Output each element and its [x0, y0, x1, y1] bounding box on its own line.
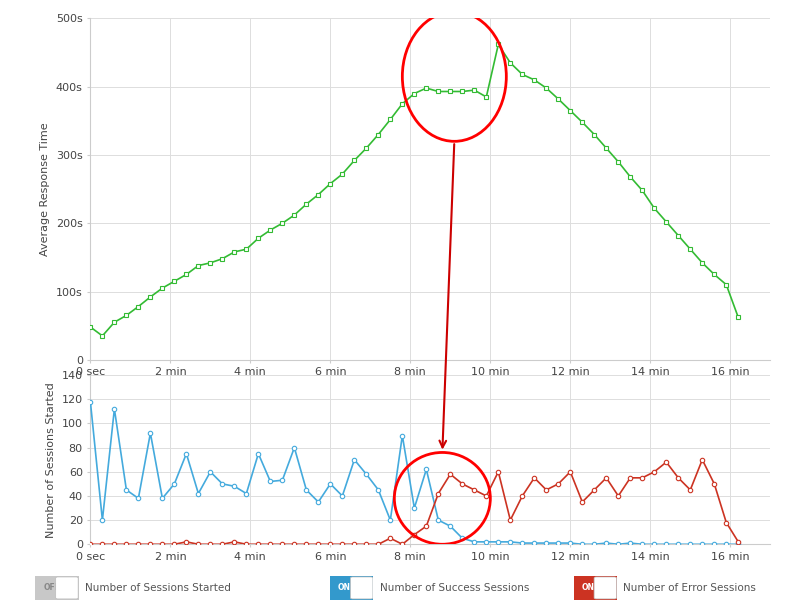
FancyBboxPatch shape	[56, 577, 78, 599]
Text: Number of Sessions Started: Number of Sessions Started	[85, 583, 231, 593]
Y-axis label: Average Response Time: Average Response Time	[40, 122, 50, 256]
Y-axis label: Number of Sessions Started: Number of Sessions Started	[46, 382, 56, 538]
FancyBboxPatch shape	[594, 577, 616, 599]
Text: ON: ON	[582, 584, 594, 592]
Text: Number of Error Sessions: Number of Error Sessions	[623, 583, 756, 593]
Text: OFF: OFF	[43, 584, 61, 592]
Text: ON: ON	[338, 584, 351, 592]
FancyBboxPatch shape	[351, 577, 373, 599]
Text: Number of Success Sessions: Number of Success Sessions	[380, 583, 529, 593]
